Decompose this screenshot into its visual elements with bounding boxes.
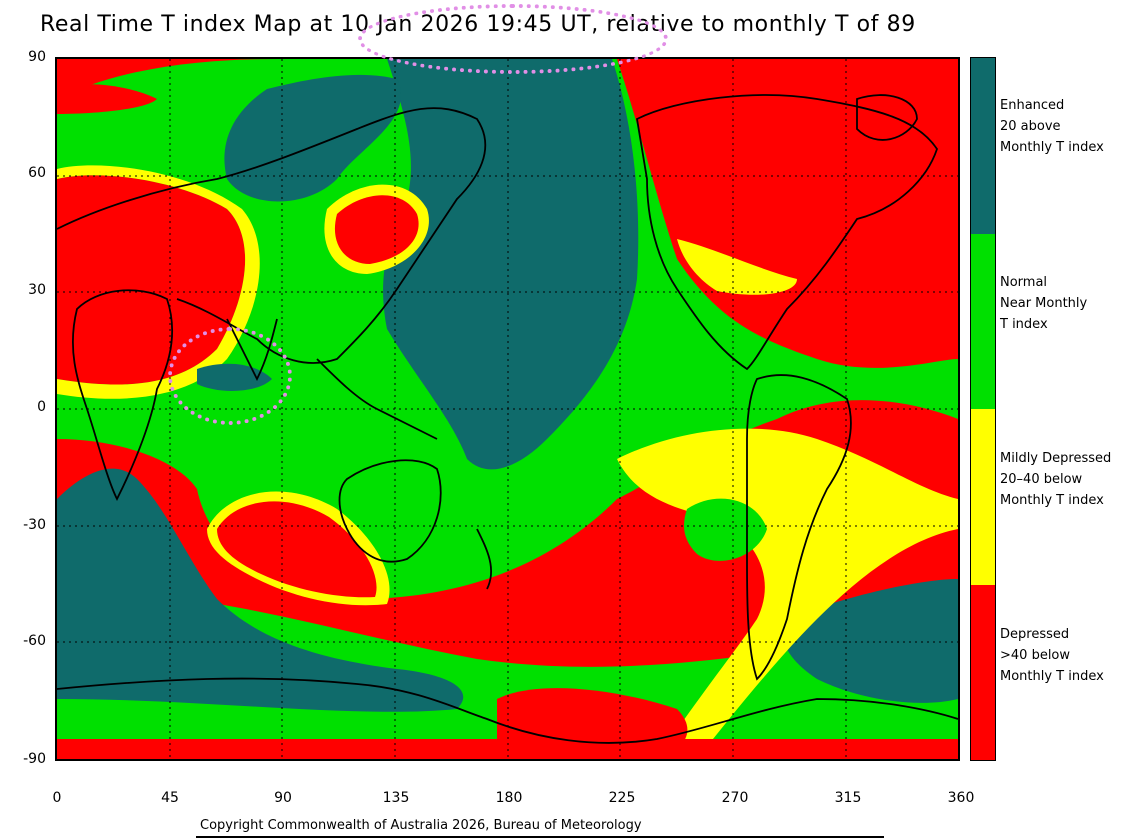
- annotation-oval-indian-ocean: [168, 327, 292, 425]
- depressed-region-south-indian: [217, 501, 377, 598]
- copyright-underline: [196, 836, 884, 838]
- legend-swatch-enhanced: [971, 58, 995, 234]
- x-tick-label: 225: [608, 790, 636, 806]
- x-tick-label: 270: [721, 790, 749, 806]
- y-tick-label: 60: [28, 165, 46, 181]
- x-tick-label: 315: [834, 790, 862, 806]
- legend-label-normal: Normal Near Monthly T index: [1000, 275, 1088, 332]
- t-index-map: [55, 57, 960, 761]
- legend-swatch-depressed: [971, 584, 995, 760]
- x-tick-label: 90: [274, 790, 292, 806]
- depressed-region-north-america: [617, 59, 958, 229]
- legend-color-bar: [970, 57, 996, 761]
- x-tick-label: 360: [947, 790, 975, 806]
- copyright-notice: Copyright Commonwealth of Australia 2026…: [200, 818, 642, 833]
- enhanced-region-pacific: [383, 59, 639, 470]
- y-tick-label: -30: [23, 517, 46, 533]
- depressed-region-asia: [334, 195, 419, 264]
- y-tick-label: 30: [28, 282, 46, 298]
- mildly-depressed-north-america: [677, 239, 797, 295]
- y-tick-label: 0: [37, 399, 46, 415]
- x-tick-label: 0: [52, 790, 62, 806]
- y-tick-label: -60: [23, 633, 46, 649]
- legend-label-mildly-depressed: Mildly Depressed 20–40 below Monthly T i…: [1000, 451, 1112, 508]
- enhanced-region-asia: [224, 74, 402, 202]
- x-tick-label: 135: [382, 790, 410, 806]
- x-tick-label: 45: [161, 790, 179, 806]
- legend-swatch-mildly-depressed: [971, 409, 995, 585]
- depressed-region-europe: [57, 175, 246, 385]
- enhanced-region-southern-ocean: [57, 468, 464, 712]
- y-tick-label: -90: [23, 751, 46, 767]
- legend-swatch-normal: [971, 233, 995, 409]
- coastlines: [57, 94, 958, 744]
- t-index-map-svg: [57, 59, 958, 759]
- enhanced-region-south-atlantic: [783, 579, 958, 703]
- x-tick-label: 180: [495, 790, 523, 806]
- y-tick-label: 90: [28, 49, 46, 65]
- graticule: [57, 59, 958, 759]
- legend-label-enhanced: Enhanced 20 above Monthly T index: [1000, 98, 1104, 155]
- legend-label-depressed: Depressed >40 below Monthly T index: [1000, 627, 1104, 684]
- annotation-oval-timestamp: [358, 4, 668, 74]
- depressed-region-north: [57, 84, 157, 114]
